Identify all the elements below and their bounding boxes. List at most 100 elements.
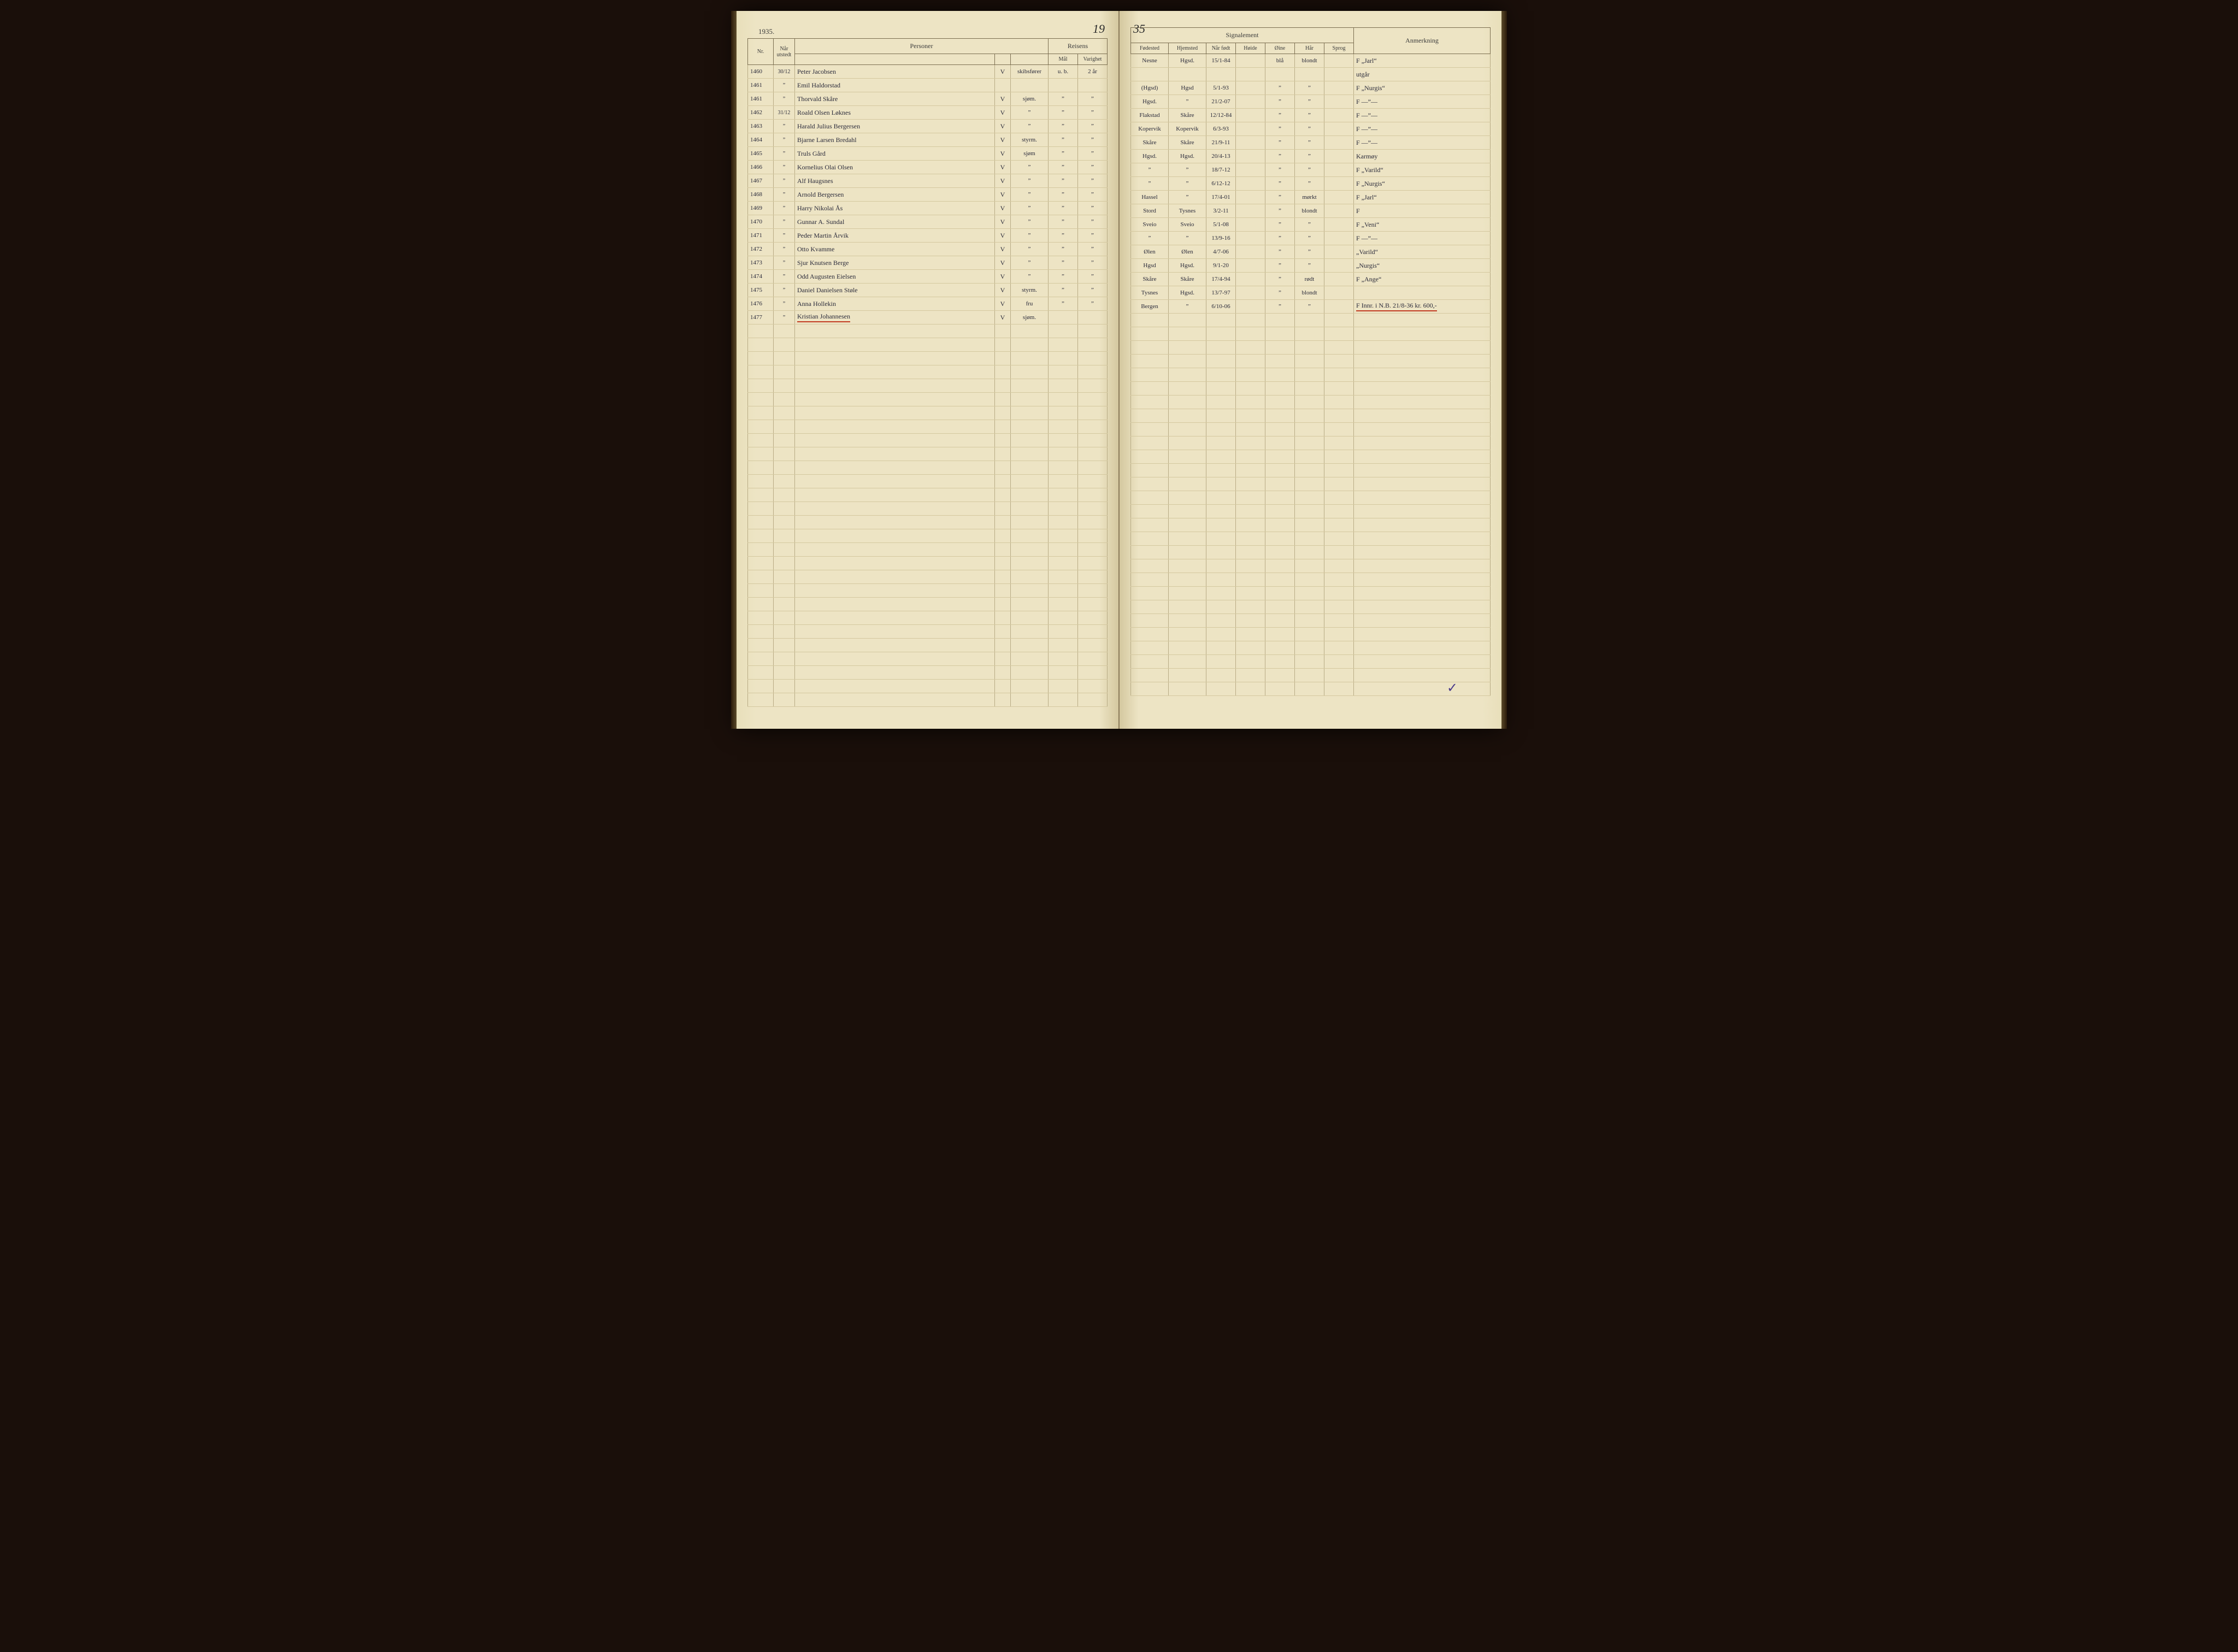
cell-stilling: ” (1011, 188, 1049, 202)
cell-fodested: Stord (1131, 204, 1169, 218)
right-page: 35 Signalement Anmerkning Fødested Hjems… (1120, 11, 1501, 729)
empty-row (1131, 368, 1491, 382)
page-number-left: 19 (1093, 22, 1105, 36)
empty-row (748, 420, 1108, 434)
empty-row (748, 461, 1108, 475)
cell-sprog (1324, 232, 1354, 245)
cell-nr: 1466 (748, 161, 774, 174)
cell-oine: ” (1265, 81, 1295, 95)
cell-haar: ” (1295, 81, 1324, 95)
cell-hoide (1236, 95, 1265, 109)
cell-nr: 1473 (748, 256, 774, 270)
cell-date: 30/12 (774, 65, 795, 79)
cell-v: V (995, 311, 1011, 324)
cell-v: V (995, 92, 1011, 106)
cell-varighet: ” (1078, 202, 1108, 215)
table-row: NesneHgsd.15/1-84blåblondtF „Jarl“ (1131, 54, 1491, 68)
cell-haar: ” (1295, 136, 1324, 150)
cell-date: ” (774, 284, 795, 297)
cell-stilling: ” (1011, 270, 1049, 284)
cell-hjemsted: ” (1169, 163, 1206, 177)
cell-fodt: 13/9-16 (1206, 232, 1236, 245)
cell-fodested: Ølen (1131, 245, 1169, 259)
cell-hoide (1236, 204, 1265, 218)
cell-haar: ” (1295, 163, 1324, 177)
cell-hjemsted (1169, 68, 1206, 81)
cell-maal (1049, 79, 1078, 92)
cell-varighet (1078, 79, 1108, 92)
empty-row (1131, 546, 1491, 559)
cell-varighet: ” (1078, 188, 1108, 202)
empty-row (748, 584, 1108, 598)
cell-nr: 1475 (748, 284, 774, 297)
cell-hjemsted: ” (1169, 191, 1206, 204)
cell-sprog (1324, 204, 1354, 218)
empty-row (1131, 423, 1491, 436)
cell-v: V (995, 202, 1011, 215)
empty-row (748, 652, 1108, 666)
cell-haar: ” (1295, 232, 1324, 245)
cell-nr: 1469 (748, 202, 774, 215)
cell-nr: 1461 (748, 79, 774, 92)
cell-nr: 1462 (748, 106, 774, 120)
left-page: 1935. 19 Nr. Når utstedt Personer Reisen… (737, 11, 1120, 729)
cell-anm: F „Nurgis“ (1354, 177, 1491, 191)
col-signalement: Signalement (1131, 28, 1354, 43)
cell-fodt: 17/4-94 (1206, 273, 1236, 286)
cell-stilling: ” (1011, 229, 1049, 243)
cell-nr: 1467 (748, 174, 774, 188)
cell-hoide (1236, 109, 1265, 122)
cell-fodt: 21/9-11 (1206, 136, 1236, 150)
cell-haar: ” (1295, 109, 1324, 122)
cell-date: ” (774, 161, 795, 174)
cell-sprog (1324, 300, 1354, 314)
empty-row (1131, 682, 1491, 696)
table-row: StordTysnes3/2-11”blondtF (1131, 204, 1491, 218)
cell-fodested: Nesne (1131, 54, 1169, 68)
table-row: KopervikKopervik6/3-93””F —”— (1131, 122, 1491, 136)
cell-haar: blondt (1295, 54, 1324, 68)
cell-hoide (1236, 81, 1265, 95)
cell-nr: 1460 (748, 65, 774, 79)
cell-v: V (995, 120, 1011, 133)
checkmark-annotation: ✓ (1447, 680, 1458, 696)
empty-row (1131, 641, 1491, 655)
cell-fodt: 4/7-06 (1206, 245, 1236, 259)
empty-row (1131, 505, 1491, 518)
cell-stilling: ” (1011, 174, 1049, 188)
cell-date: ” (774, 174, 795, 188)
table-row: 1463”Harald Julius BergersenV””” (748, 120, 1108, 133)
cell-name: Harald Julius Bergersen (795, 120, 995, 133)
cell-hjemsted: Skåre (1169, 109, 1206, 122)
col-name-blank (795, 54, 995, 65)
cell-varighet: ” (1078, 256, 1108, 270)
cell-v: V (995, 174, 1011, 188)
cell-date: ” (774, 215, 795, 229)
cell-varighet: ” (1078, 297, 1108, 311)
cell-sprog (1324, 286, 1354, 300)
cell-fodt: 20/4-13 (1206, 150, 1236, 163)
table-row: 146231/12Roald Olsen LøknesV””” (748, 106, 1108, 120)
cell-hoide (1236, 163, 1265, 177)
cell-anm: F —”— (1354, 122, 1491, 136)
cell-sprog (1324, 150, 1354, 163)
cell-name: Peder Martin Årvik (795, 229, 995, 243)
cell-fodested: Tysnes (1131, 286, 1169, 300)
cell-haar: rødt (1295, 273, 1324, 286)
cell-maal: ” (1049, 297, 1078, 311)
cell-hjemsted: Sveio (1169, 218, 1206, 232)
cell-v: V (995, 215, 1011, 229)
cell-name: Anna Hollekin (795, 297, 995, 311)
empty-row (1131, 628, 1491, 641)
empty-row (1131, 464, 1491, 477)
cell-oine: ” (1265, 95, 1295, 109)
cell-sprog (1324, 95, 1354, 109)
cell-sprog (1324, 136, 1354, 150)
cell-hjemsted: Kopervik (1169, 122, 1206, 136)
table-row: SkåreSkåre17/4-94”rødtF „Ange“ (1131, 273, 1491, 286)
cell-name: Bjarne Larsen Bredahl (795, 133, 995, 147)
cell-fodested: Hassel (1131, 191, 1169, 204)
col-oine: Øine (1265, 43, 1295, 54)
table-row: 1473”Sjur Knutsen BergeV””” (748, 256, 1108, 270)
empty-row (748, 625, 1108, 639)
